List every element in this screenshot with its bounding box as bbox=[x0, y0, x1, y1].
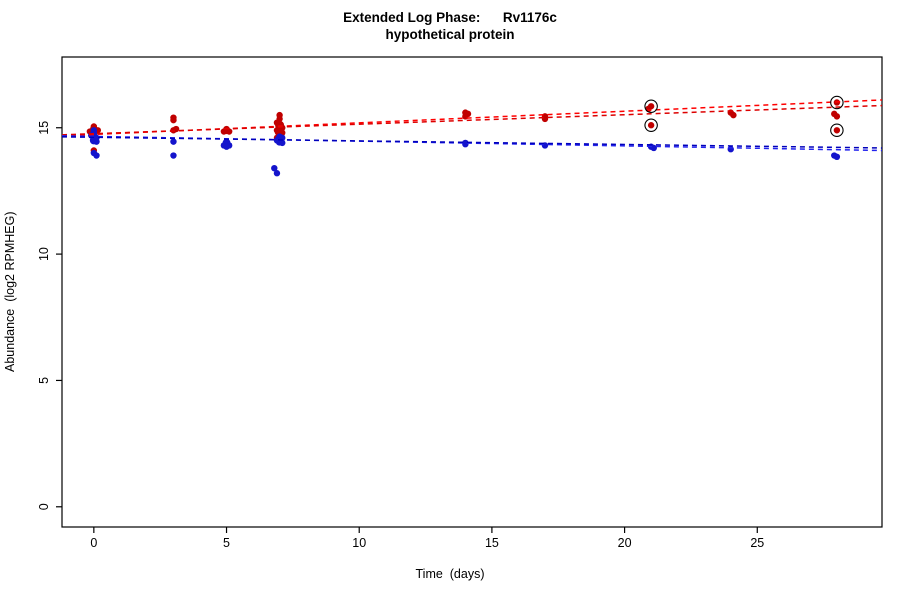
data-point-blue-condition bbox=[170, 152, 177, 159]
data-point-red-condition bbox=[730, 111, 737, 119]
data-point-red-condition bbox=[541, 115, 549, 123]
data-point-blue-condition bbox=[170, 138, 177, 145]
y-tick-label: 0 bbox=[37, 503, 51, 510]
plot-box bbox=[61, 56, 883, 528]
x-axis-label: Time (days) bbox=[415, 567, 485, 581]
data-point-red-condition bbox=[647, 122, 655, 129]
data-point-red-condition bbox=[170, 116, 177, 124]
x-tick-label: 0 bbox=[90, 536, 97, 550]
data-point-red-condition bbox=[833, 113, 841, 120]
trend-line-red-condition bbox=[61, 99, 883, 137]
x-tick-label: 15 bbox=[485, 536, 499, 550]
chart-title: Extended Log Phase: Rv1176c bbox=[343, 10, 557, 25]
data-point-blue-condition bbox=[650, 144, 657, 152]
outlier-ring bbox=[644, 99, 658, 114]
outlier-ring bbox=[644, 118, 658, 132]
x-tick-label: 20 bbox=[618, 536, 632, 550]
data-point-blue-condition bbox=[279, 139, 286, 147]
x-tick-label: 10 bbox=[352, 536, 366, 550]
outlier-ring bbox=[830, 123, 844, 138]
data-point-blue-condition bbox=[223, 143, 230, 150]
data-point-red-condition bbox=[225, 128, 233, 135]
data-point-red-condition bbox=[833, 127, 841, 134]
chart-subtitle: hypothetical protein bbox=[385, 27, 515, 42]
trend-line-red-condition bbox=[61, 104, 883, 136]
x-tick-label: 25 bbox=[750, 536, 764, 550]
data-point-blue-condition bbox=[93, 152, 100, 159]
x-tick-label: 5 bbox=[223, 536, 230, 550]
data-point-blue-condition bbox=[271, 164, 278, 172]
trend-line-blue-condition bbox=[61, 135, 883, 152]
data-point-blue-condition bbox=[727, 146, 734, 153]
data-point-blue-condition bbox=[833, 153, 841, 161]
data-point-blue-condition bbox=[93, 138, 100, 145]
y-tick-label: 10 bbox=[37, 247, 51, 261]
trend-line-blue-condition bbox=[61, 136, 883, 149]
data-point-red-condition bbox=[220, 128, 228, 135]
outlier-ring bbox=[830, 95, 844, 110]
y-tick-label: 15 bbox=[37, 121, 51, 135]
y-tick-label: 5 bbox=[37, 377, 51, 384]
data-point-blue-condition bbox=[273, 170, 281, 177]
data-point-red-condition bbox=[645, 105, 652, 113]
